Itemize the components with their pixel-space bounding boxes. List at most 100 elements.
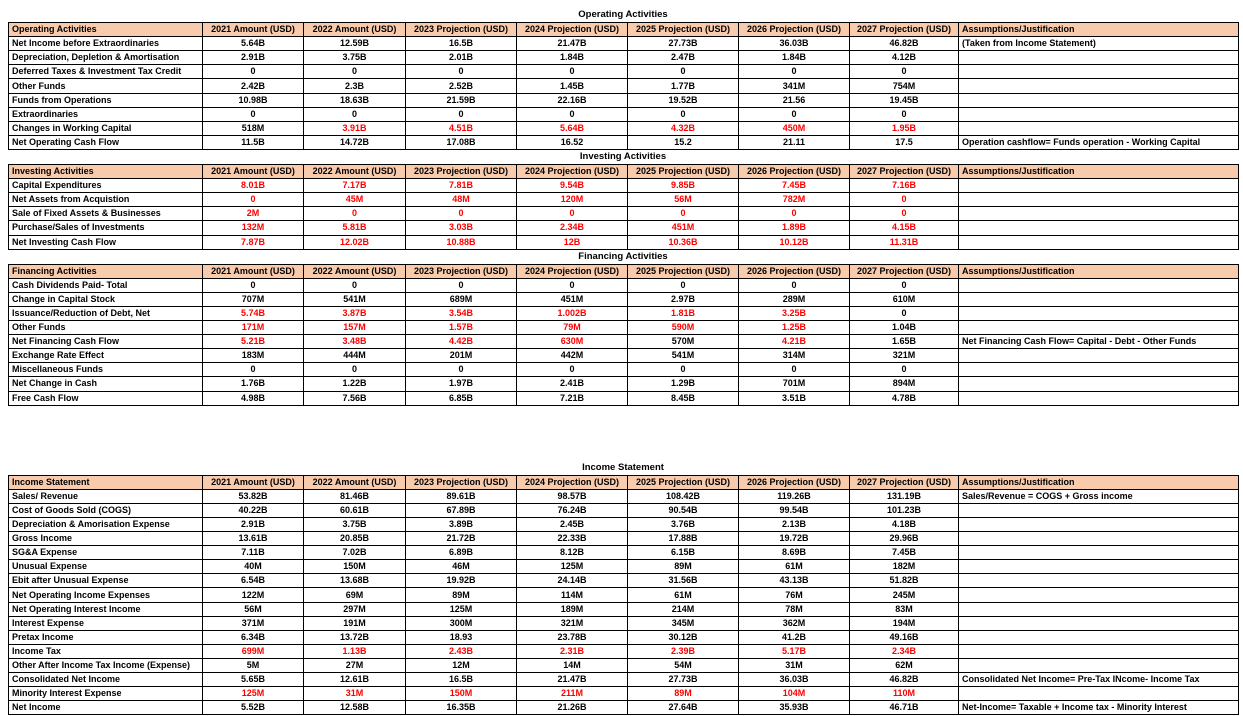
- table: Investing Activities 2021 Amount (USD) 202…: [8, 164, 1239, 250]
- value-cell: 6.15B: [627, 545, 739, 561]
- value-cell: 36.03B: [738, 36, 850, 52]
- data-row: Minority Interest Expense 125M 31M 150M 211M…: [8, 686, 1239, 702]
- value-cell: 31.56B: [627, 573, 739, 589]
- data-row: Pretax Income 6.34B 13.72B 18.93 23.78B 30.12…: [8, 629, 1239, 645]
- row-label: Deferred Taxes & Investment Tax Credit: [8, 64, 203, 80]
- value-cell: 10.36B: [627, 234, 739, 250]
- value-cell: 31M: [303, 686, 406, 702]
- value-cell: 2.39B: [627, 643, 739, 659]
- value-cell: 194M: [849, 615, 959, 631]
- value-cell: 21.26B: [516, 700, 628, 716]
- row-label: Cost of Goods Sold (COGS): [8, 502, 203, 519]
- value-cell: 0: [516, 277, 628, 293]
- row-label: Gross Income: [8, 531, 203, 547]
- row-label: Cash Dividends Paid- Total: [8, 277, 203, 293]
- header-cell: 2026 Projection (USD): [738, 164, 850, 180]
- data-row: Deferred Taxes & Investment Tax Credit 0 0…: [8, 64, 1239, 80]
- value-cell: 8.45B: [627, 390, 739, 406]
- value-cell: 7.17B: [303, 178, 406, 194]
- header-cell: 2025 Projection (USD): [627, 263, 739, 279]
- value-cell: 0: [738, 362, 850, 378]
- value-cell: 5.64B: [202, 36, 304, 52]
- header-cell: 2026 Projection (USD): [738, 263, 850, 279]
- note-cell: Net-Income= Taxable + Income tax - Minor…: [958, 700, 1239, 716]
- value-cell: 518M: [202, 120, 304, 136]
- value-cell: 189M: [516, 601, 628, 617]
- value-cell: 150M: [405, 686, 517, 702]
- section: Operating Activities Operating Activities…: [8, 8, 1239, 150]
- value-cell: 782M: [738, 192, 850, 208]
- row-label: Sales/ Revenue: [8, 488, 203, 504]
- value-cell: 707M: [202, 291, 304, 307]
- value-cell: 1.57B: [405, 320, 517, 336]
- header-cell: 2023 Projection (USD): [405, 474, 517, 490]
- value-cell: 27M: [303, 657, 406, 674]
- value-cell: 69M: [303, 587, 406, 603]
- note-cell: [958, 390, 1239, 406]
- value-cell: 21.11: [738, 134, 850, 150]
- value-cell: 7.81B: [405, 178, 517, 194]
- value-cell: 67.89B: [405, 502, 517, 519]
- row-label: Net Operating Cash Flow: [8, 134, 203, 150]
- value-cell: 21.56: [738, 92, 850, 108]
- value-cell: 0: [303, 277, 406, 293]
- note-cell: Operation cashflow= Funds operation - Wo…: [958, 134, 1239, 150]
- table: Financing Activities 2021 Amount (USD) 202…: [8, 263, 1239, 406]
- header-cell: 2021 Amount (USD): [202, 474, 304, 490]
- row-label: Net Income: [8, 700, 203, 716]
- value-cell: 4.42B: [405, 334, 517, 350]
- data-row: Miscellaneous Funds 0 0 0 0 0 0 0: [8, 362, 1239, 378]
- value-cell: 0: [202, 106, 304, 122]
- value-cell: 4.15B: [849, 220, 959, 236]
- value-cell: 41.2B: [738, 629, 850, 645]
- value-cell: 12.61B: [303, 672, 406, 688]
- value-cell: 4.21B: [738, 334, 850, 350]
- value-cell: 19.45B: [849, 92, 959, 108]
- value-cell: 7.45B: [849, 545, 959, 561]
- value-cell: 2.45B: [516, 516, 628, 533]
- data-row: Depreciation, Depletion & Amortisation 2.…: [8, 50, 1239, 66]
- value-cell: 23.78B: [516, 629, 628, 645]
- data-row: SG&A Expense 7.11B 7.02B 6.89B 8.12B 6.15B 8.6…: [8, 545, 1239, 561]
- header-cell: 2024 Projection (USD): [516, 22, 628, 38]
- value-cell: 3.76B: [627, 516, 739, 533]
- value-cell: 1.22B: [303, 376, 406, 392]
- value-cell: 321M: [849, 348, 959, 364]
- value-cell: 2.31B: [516, 643, 628, 659]
- section: Financing Activities Financing Activities…: [8, 250, 1239, 406]
- header-cell: 2022 Amount (USD): [303, 474, 406, 490]
- row-label: Minority Interest Expense: [8, 686, 203, 702]
- note-cell: [958, 106, 1239, 122]
- data-row: Sale of Fixed Assets & Businesses 2M 0 0 0 0 0…: [8, 206, 1239, 222]
- row-label: Net Operating Interest Income: [8, 601, 203, 617]
- value-cell: 0: [738, 106, 850, 122]
- value-cell: 201M: [405, 348, 517, 364]
- value-cell: 89M: [405, 587, 517, 603]
- note-cell: [958, 206, 1239, 222]
- value-cell: 0: [516, 206, 628, 222]
- value-cell: 7.87B: [202, 234, 304, 250]
- value-cell: 0: [405, 277, 517, 293]
- value-cell: 171M: [202, 320, 304, 336]
- row-label: Net Change in Cash: [8, 376, 203, 392]
- value-cell: 108.42B: [627, 488, 739, 504]
- value-cell: 5.74B: [202, 305, 304, 322]
- value-cell: 541M: [303, 291, 406, 307]
- value-cell: 46M: [405, 559, 517, 575]
- data-row: Net Operating Income Expenses 122M 69M 89M 1…: [8, 587, 1239, 603]
- data-row: Unusual Expense 40M 150M 46M 125M 89M 61M 182M: [8, 559, 1239, 575]
- value-cell: 4.78B: [849, 390, 959, 406]
- note-cell: [958, 50, 1239, 66]
- value-cell: 1.45B: [516, 78, 628, 94]
- value-cell: 122M: [202, 587, 304, 603]
- note-cell: [958, 305, 1239, 322]
- note-cell: [958, 120, 1239, 136]
- data-row: Net Financing Cash Flow 5.21B 3.48B 4.42B 63…: [8, 334, 1239, 350]
- note-cell: [958, 502, 1239, 519]
- row-label: Net Assets from Acquistion: [8, 192, 203, 208]
- value-cell: 104M: [738, 686, 850, 702]
- row-label: Depreciation, Depletion & Amortisation: [8, 50, 203, 66]
- value-cell: 0: [516, 64, 628, 80]
- value-cell: 1.97B: [405, 376, 517, 392]
- value-cell: 894M: [849, 376, 959, 392]
